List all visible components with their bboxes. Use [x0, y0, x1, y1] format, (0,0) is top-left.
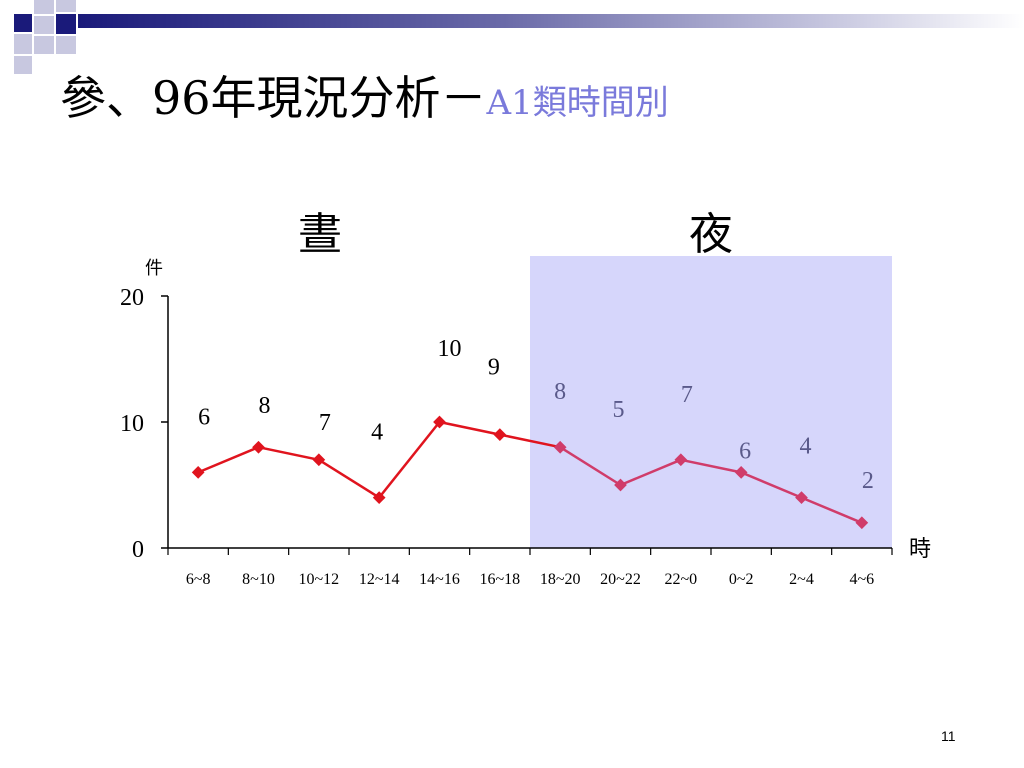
- page-title: 參、96年現況分析－A1類時間別: [60, 62, 669, 128]
- header-gradient-bar: [78, 14, 1024, 28]
- y-axis-title: 件: [145, 258, 163, 278]
- page-number: 11: [941, 728, 956, 744]
- data-label: 6: [198, 404, 210, 430]
- x-tick-label: 0~2: [729, 571, 754, 588]
- y-tick-label: 10: [120, 411, 144, 437]
- series-line-segment: [620, 458, 682, 487]
- data-label: 6: [739, 438, 751, 464]
- x-tick-label: 10~12: [299, 571, 340, 588]
- series-line-segment: [378, 421, 441, 499]
- corner-square-light-4: [14, 34, 32, 54]
- x-tick-label: 4~6: [850, 571, 875, 588]
- night-label: 夜: [689, 209, 733, 260]
- data-label: 8: [554, 379, 566, 405]
- series-line-segment: [740, 471, 802, 499]
- corner-square-light-2: [56, 0, 76, 12]
- data-label: 5: [613, 397, 625, 423]
- data-point: [252, 440, 265, 454]
- series-line-segment: [801, 496, 863, 524]
- title-main: 參、96年現況分析－: [60, 71, 487, 125]
- series-line-segment: [318, 458, 380, 499]
- series-line-segment: [680, 458, 742, 474]
- data-point: [372, 491, 386, 504]
- x-tick-label: 16~18: [480, 571, 521, 588]
- x-tick-label: 22~0: [665, 571, 698, 588]
- data-point: [493, 428, 507, 441]
- corner-square-light-3: [34, 16, 54, 34]
- series-line-segment: [197, 446, 259, 474]
- y-tick-label: 20: [120, 285, 144, 311]
- data-label: 4: [371, 420, 383, 446]
- day-label: 晝: [298, 209, 342, 260]
- title-sub: A1類時間別: [486, 83, 669, 123]
- data-label: 2: [862, 468, 874, 494]
- series-line-segment: [559, 446, 622, 487]
- data-label: 8: [259, 393, 271, 419]
- corner-square-light-5: [34, 36, 54, 54]
- x-tick-label: 8~10: [242, 571, 275, 588]
- x-tick-label: 2~4: [789, 571, 814, 588]
- data-label: 7: [319, 410, 331, 436]
- night-band: [530, 256, 892, 548]
- data-label: 7: [681, 382, 693, 408]
- x-tick-label: 6~8: [186, 571, 211, 588]
- corner-square-navy-2: [56, 14, 76, 34]
- data-label: 9: [488, 355, 500, 381]
- y-tick-label: 0: [132, 537, 144, 563]
- data-point: [433, 415, 446, 429]
- series-line-segment: [439, 420, 501, 436]
- data-label: 4: [800, 434, 812, 460]
- corner-square-navy-1: [14, 14, 32, 32]
- series-line-segment: [258, 445, 320, 462]
- data-point: [191, 466, 205, 479]
- corner-square-light-6: [56, 36, 76, 54]
- series-line-segment: [499, 433, 561, 449]
- x-tick-label: 14~16: [419, 571, 460, 588]
- x-tick-label: 12~14: [359, 571, 400, 588]
- corner-square-light-7: [14, 56, 32, 74]
- x-tick-label: 20~22: [600, 571, 641, 588]
- x-axis-title: 時: [909, 536, 931, 561]
- data-label: 10: [438, 336, 462, 362]
- data-point: [312, 453, 326, 467]
- corner-square-light-1: [34, 0, 54, 14]
- x-tick-label: 18~20: [540, 571, 581, 588]
